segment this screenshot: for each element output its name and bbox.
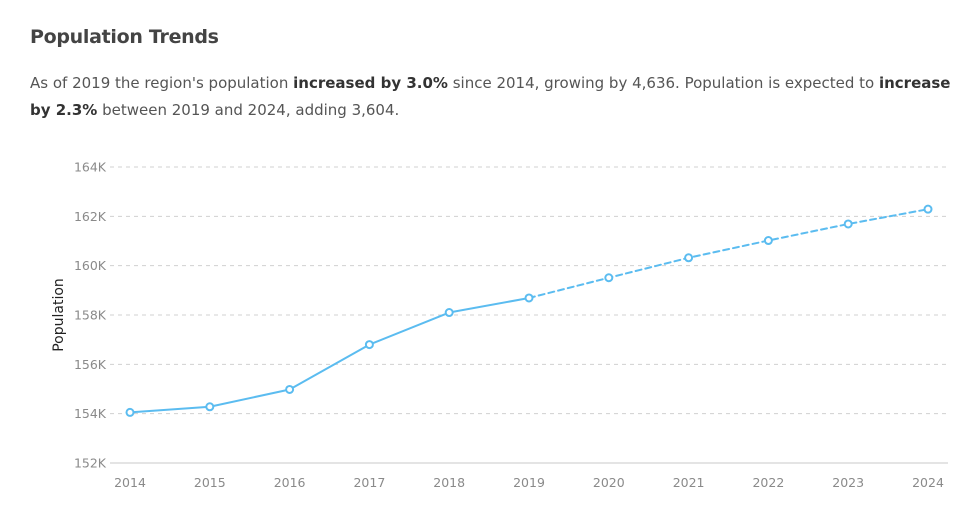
data-point bbox=[285, 384, 295, 394]
y-tick-label: 164K bbox=[74, 160, 107, 175]
x-tick-label: 2016 bbox=[274, 475, 306, 490]
data-point bbox=[524, 293, 534, 303]
summary-part-3: between 2019 and 2024, adding 3,604. bbox=[97, 101, 400, 119]
historical-series-line bbox=[129, 296, 530, 414]
y-tick-label: 156K bbox=[74, 357, 107, 372]
data-point bbox=[843, 219, 853, 229]
summary-highlight-1: increased by 3.0% bbox=[293, 74, 448, 92]
x-tick-label: 2021 bbox=[673, 475, 705, 490]
x-tick-label: 2024 bbox=[912, 475, 944, 490]
data-point bbox=[604, 273, 614, 283]
y-tick-label: 154K bbox=[74, 406, 107, 421]
y-tick-label: 158K bbox=[74, 308, 107, 323]
x-tick-label: 2018 bbox=[433, 475, 465, 490]
summary-part-2: since 2014, growing by 4,636. Population… bbox=[447, 74, 879, 92]
x-tick-label: 2019 bbox=[513, 475, 545, 490]
x-tick-label: 2014 bbox=[114, 475, 146, 490]
summary-highlight-2: increase by 2.3% bbox=[30, 74, 951, 119]
data-point bbox=[205, 402, 215, 412]
y-tick-label: 152K bbox=[74, 456, 107, 471]
x-tick-label: 2020 bbox=[593, 475, 625, 490]
projected-series-line bbox=[528, 208, 929, 299]
y-tick-label: 160K bbox=[74, 258, 107, 273]
data-point bbox=[364, 340, 374, 350]
y-axis-title: Population bbox=[51, 278, 67, 352]
x-tick-label: 2017 bbox=[353, 475, 385, 490]
data-point bbox=[763, 236, 773, 246]
y-tick-label: 162K bbox=[74, 209, 107, 224]
data-point bbox=[923, 204, 933, 214]
summary-part-1: As of 2019 the region's population bbox=[30, 74, 294, 92]
data-point bbox=[125, 407, 135, 417]
x-tick-label: 2015 bbox=[194, 475, 226, 490]
x-tick-label: 2022 bbox=[752, 475, 784, 490]
x-tick-label: 2023 bbox=[832, 475, 864, 490]
data-point bbox=[444, 308, 454, 318]
page-title: Population Trends bbox=[30, 26, 219, 48]
summary-text: As of 2019 the region's population incre… bbox=[30, 70, 960, 124]
data-point bbox=[684, 253, 694, 263]
